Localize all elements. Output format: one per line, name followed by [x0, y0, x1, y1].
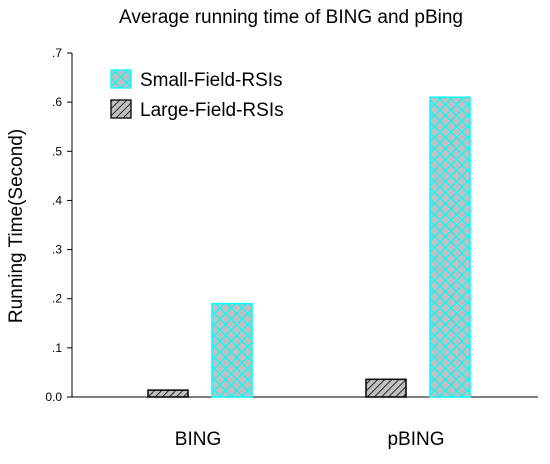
legend-label: Small-Field-RSIs	[140, 70, 283, 91]
y-axis-label: Running Time(Second)	[6, 129, 27, 323]
bars	[147, 96, 471, 398]
legend-swatch	[110, 69, 132, 89]
x-tick-label: BING	[175, 429, 221, 450]
bar-small-field-pbing	[429, 96, 471, 398]
bar-large-field-bing	[147, 389, 189, 398]
y-tick-label: .6	[52, 95, 62, 109]
x-tick-label: pBING	[387, 429, 444, 450]
y-tick-label: .1	[52, 341, 62, 355]
y-tick-label: .7	[52, 46, 62, 60]
x-ticks: BING pBING	[175, 429, 445, 450]
y-tick-label: .5	[52, 144, 62, 158]
legend-swatch	[110, 99, 132, 119]
bar-large-field-pbing	[365, 378, 407, 398]
y-tick-label: 0.0	[45, 390, 62, 404]
y-tick-label: .4	[52, 193, 62, 207]
legend-label: Large-Field-RSIs	[140, 100, 284, 121]
y-ticks: 0.0 .1 .2 .3 .4 .5 .6 .7	[45, 46, 72, 404]
legend: Small-Field-RSIs Large-Field-RSIs	[110, 69, 284, 121]
bar-small-field-bing	[211, 302, 253, 398]
y-tick-label: .2	[52, 292, 62, 306]
y-tick-label: .3	[52, 243, 62, 257]
chart-title: Average running time of BING and pBing	[119, 7, 463, 28]
